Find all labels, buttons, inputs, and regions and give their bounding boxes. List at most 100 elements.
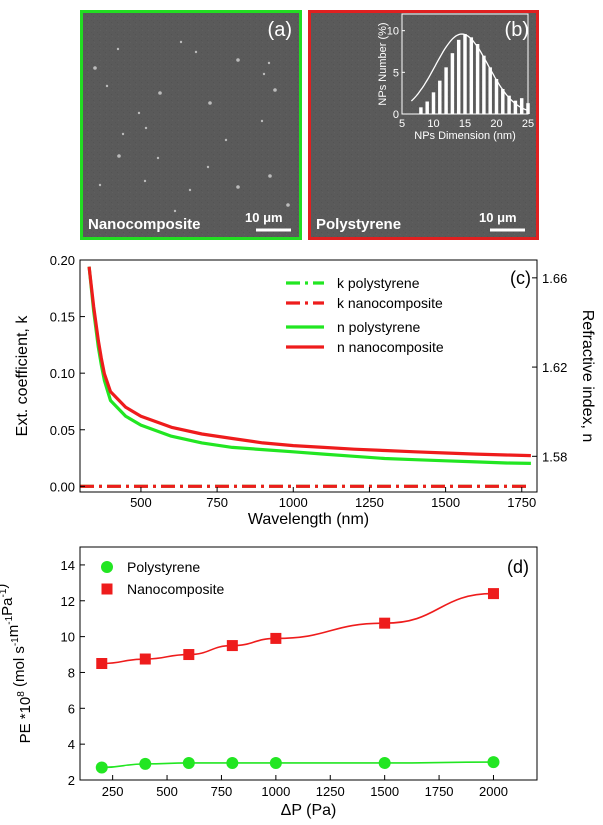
c-y-tick-label: 0.00 (50, 479, 75, 494)
panel-b-border (308, 10, 539, 240)
nanoparticle-spot (260, 119, 264, 123)
legend-label: k polystyrene (337, 275, 420, 291)
legend-label: Polystyrene (127, 559, 200, 575)
c-x-axis-label: Wavelength (nm) (248, 511, 369, 528)
data-point-polystyrene (487, 756, 500, 769)
panel-c-optical-chart: 500 750 1000 1250 1500 1750 0.00 0.05 0.10 0.15 0.… (14, 253, 596, 528)
histogram-x-tick-label: 5 (399, 118, 405, 130)
d-y-tick-label: 14 (61, 558, 75, 573)
nanoparticle-spot (267, 61, 271, 65)
nanoparticle-spot (236, 185, 240, 189)
histogram-bar (482, 55, 486, 114)
nanoparticle-spot (93, 66, 97, 70)
d-y-tick-label: 10 (61, 630, 75, 645)
histogram-bar (494, 79, 499, 114)
data-point-polystyrene (182, 756, 195, 769)
panel-a-sem-image: (a) Nanocomposite 10 μm (80, 10, 302, 240)
histogram-bar (419, 107, 423, 114)
histogram-bar (513, 100, 518, 114)
histogram-y-tick-label: 10 (387, 26, 399, 38)
fit-line-nanocomposite (101, 592, 494, 665)
histogram-bar (444, 67, 448, 114)
d-y-axis-label: PE *108 (mol s-1m-1Pa-1) (0, 584, 34, 744)
panel-d-label: (d) (507, 557, 529, 577)
data-point-nanocomposite (487, 588, 499, 600)
histogram-bar (450, 53, 455, 114)
histogram-y-axis-label: NPs Number (%) (377, 22, 389, 105)
d-x-axis-label: ΔP (Pa) (281, 802, 337, 819)
c-y-tick-label: 0.15 (50, 310, 75, 325)
nanoparticle-spots (93, 40, 290, 213)
legend-marker (101, 561, 113, 573)
c-y-axis-label: Ext. coefficient, k (14, 315, 31, 437)
data-point-polystyrene (378, 756, 391, 769)
histogram-bar (431, 92, 436, 114)
legend-marker (101, 583, 113, 595)
panel-d-permeation-chart: 250 500 750 1000 1250 1500 1750 2000 2 4 6 8 10 12 14 P… (0, 546, 538, 819)
panel-b-scale-label: 10 μm (479, 210, 517, 225)
d-y-tick-label: 12 (61, 594, 75, 609)
histogram-bar (463, 34, 467, 114)
histogram-bar (475, 44, 480, 114)
d-x-tick-label: 1250 (316, 784, 345, 799)
histogram-bar (507, 95, 511, 114)
c-y2-axis-label: Refractive index, n (579, 310, 596, 443)
data-point-nanocomposite (139, 653, 151, 665)
nanoparticle-spot (173, 209, 177, 213)
histogram-bar (469, 37, 474, 115)
c-x-tick-label: 1250 (355, 495, 384, 510)
nanoparticle-spot (206, 165, 210, 169)
histogram-bar (526, 103, 530, 114)
nanoparticle-spot (208, 101, 212, 105)
d-y-tick-label: 8 (68, 665, 75, 680)
fit-line-polystyrene (101, 761, 494, 769)
histogram-x-tick-label: 20 (490, 118, 502, 130)
panel-a-label: (a) (268, 19, 292, 41)
histogram-x-tick-label: 10 (427, 118, 439, 130)
c-x-tick-label: 1750 (507, 495, 536, 510)
histogram-y-tick-label: 5 (393, 67, 399, 79)
d-x-tick-label: 1750 (425, 784, 454, 799)
d-y-tick-label: 2 (68, 773, 75, 788)
nanoparticle-spot (144, 126, 148, 130)
c-x-tick-label: 750 (206, 495, 228, 510)
data-point-nanocomposite (379, 617, 391, 629)
nanoparticle-spot (236, 58, 240, 62)
c-x-tick-label: 1500 (431, 495, 460, 510)
panel-a-caption: Nanocomposite (88, 216, 201, 233)
nanoparticle-spot (117, 154, 121, 158)
histogram-y-tick-label: 0 (393, 109, 399, 121)
nanoparticle-spot (121, 132, 125, 136)
nanoparticle-spot (194, 50, 198, 54)
d-x-tick-label: 1500 (370, 784, 399, 799)
nanoparticle-spot (286, 203, 290, 207)
histogram-x-axis-label: NPs Dimension (nm) (414, 130, 515, 142)
nanoparticle-spot (224, 138, 228, 142)
data-point-nanocomposite (226, 640, 238, 652)
nanoparticle-spot (179, 40, 183, 44)
nanoparticle-spot (105, 84, 109, 88)
data-point-polystyrene (226, 756, 239, 769)
histogram-bar (425, 101, 429, 114)
panel-b-caption: Polystyrene (316, 216, 401, 233)
c-y2-tick-label: 1.62 (542, 360, 567, 375)
data-point-nanocomposite (183, 649, 195, 661)
data-point-polystyrene (269, 756, 282, 769)
panel-a-border (80, 10, 302, 240)
histogram-x-tick-label: 25 (522, 118, 534, 130)
nanoparticle-spot (156, 156, 160, 160)
c-y-tick-label: 0.10 (50, 366, 75, 381)
panel-b-label: (b) (505, 19, 529, 41)
histogram-bar (438, 80, 442, 114)
c-y-tick-label: 0.20 (50, 253, 75, 268)
c-y-tick-label: 0.05 (50, 423, 75, 438)
d-y-tick-label: 6 (68, 701, 75, 716)
legend-label: n nanocomposite (337, 339, 444, 355)
c-x-tick-label: 500 (130, 495, 152, 510)
histogram-bar (488, 67, 492, 114)
histogram-bar (519, 98, 524, 114)
nanoparticle-spot (268, 174, 272, 178)
nanoparticle-spot (262, 72, 266, 76)
